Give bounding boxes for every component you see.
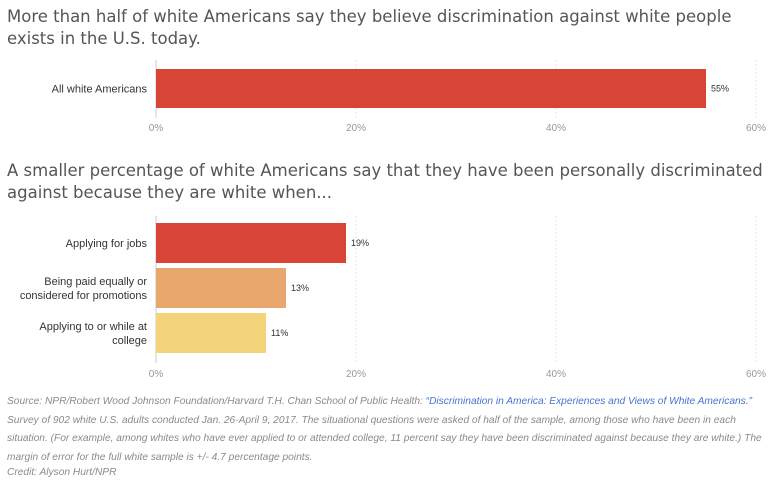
source-prefix: Source: NPR/Robert Wood Johnson Foundati… — [7, 396, 426, 407]
chart1-tick-label: 60% — [746, 123, 766, 134]
chart2-value-label: 19% — [351, 238, 369, 248]
chart1-tick-label: 0% — [149, 123, 164, 134]
source-note: Source: NPR/Robert Wood Johnson Foundati… — [7, 393, 777, 467]
chart2-category-label: Applying for jobs — [66, 238, 148, 250]
chart2-tick-label: 40% — [546, 369, 566, 380]
chart2-tick-label: 0% — [149, 369, 164, 380]
chart2-category-label: Applying to or while at college — [39, 321, 147, 347]
chart2-title: A smaller percentage of white Americans … — [7, 161, 763, 202]
chart2-tick-label: 20% — [346, 369, 366, 380]
chart2-tick-label: 60% — [746, 369, 766, 380]
chart2-value-label: 13% — [291, 283, 309, 293]
chart1-value-label: 55% — [711, 84, 729, 94]
chart2-bar — [156, 223, 346, 263]
credit-line: Credit: Alyson Hurt/NPR — [7, 467, 117, 478]
chart2-bar — [156, 313, 266, 353]
chart1-tick-label: 20% — [346, 123, 366, 134]
chart2-bar — [156, 268, 286, 308]
chart1-plot: 0% 20% 40% 60% 55% All white Americans — [52, 60, 766, 134]
chart1-category-label: All white Americans — [52, 84, 148, 96]
chart1-title: More than half of white Americans say th… — [7, 7, 732, 48]
source-suffix: Survey of 902 white U.S. adults conducte… — [7, 414, 762, 463]
chart1-bar — [156, 69, 706, 108]
chart2-plot: 0% 20% 40% 60% 19% Applying for jobs 13% Being … — [20, 216, 766, 380]
source-link[interactable]: “Discrimination in America: Experiences … — [425, 396, 752, 407]
chart1-tick-label: 40% — [546, 123, 566, 134]
chart2-category-label: Being paid equally or considered for prom… — [20, 276, 148, 302]
chart2-value-label: 11% — [271, 328, 288, 338]
